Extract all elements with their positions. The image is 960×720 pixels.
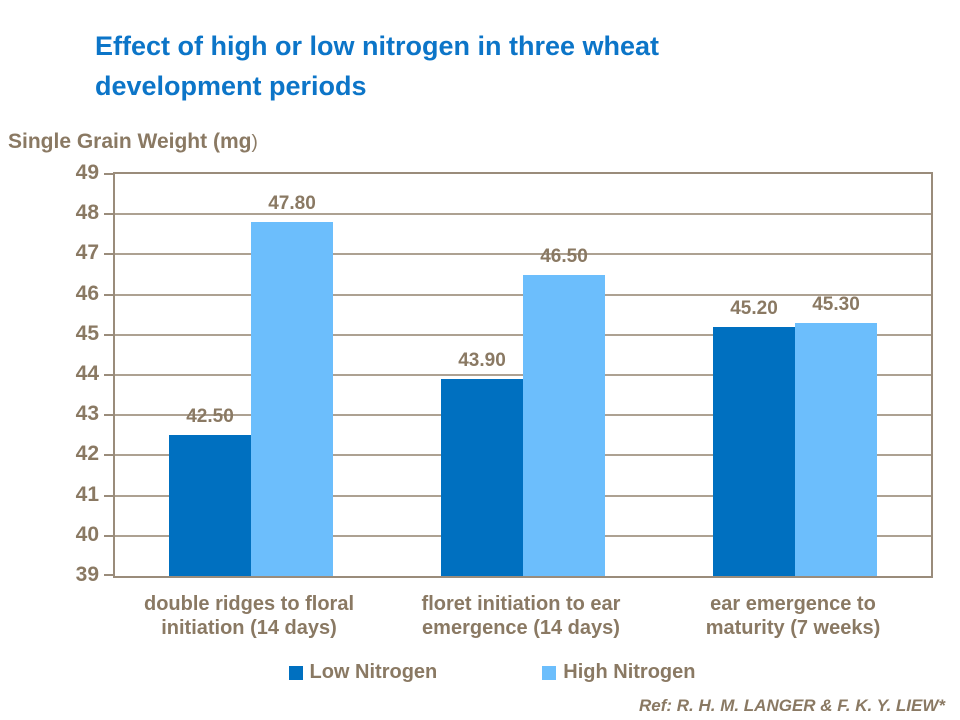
y-axis-tick-label: 44 bbox=[75, 362, 99, 385]
y-axis-tick-label: 40 bbox=[75, 522, 99, 546]
y-axis-tick-mark bbox=[104, 293, 113, 296]
legend-swatch-high-icon bbox=[542, 665, 557, 680]
x-axis-category-label-line: emergence (14 days) bbox=[422, 617, 620, 639]
bar-value-label: 45.30 bbox=[812, 293, 860, 315]
legend-item-low-nitrogen: Low Nitrogen bbox=[288, 661, 438, 684]
y-axis-tick-label: 41 bbox=[75, 482, 99, 506]
chart-title: Effect of high or low nitrogen in three … bbox=[95, 26, 659, 106]
y-axis-title: Single Grain Weight (mg) bbox=[8, 130, 258, 154]
y-axis-tick-label: 48 bbox=[75, 201, 99, 225]
y-axis-title-text: Single Grain Weight (mg bbox=[8, 130, 252, 153]
y-axis-tick-label: 49 bbox=[75, 161, 99, 184]
bar-value-label: 45.20 bbox=[730, 297, 778, 319]
legend-label-high: High Nitrogen bbox=[563, 661, 696, 683]
chart-title-line1: Effect of high or low nitrogen in three … bbox=[95, 31, 660, 61]
x-axis-category-label-line: ear emergence to bbox=[710, 593, 876, 615]
y-axis-tick-label: 39 bbox=[75, 563, 99, 586]
y-axis-tick-mark bbox=[104, 534, 113, 537]
y-axis-tick-label: 46 bbox=[75, 281, 99, 305]
y-axis-tick-mark bbox=[104, 574, 113, 576]
reference-citation: Ref: R. H. M. LANGER & F. K. Y. LIEW* bbox=[638, 696, 945, 715]
x-axis-category-label-line: double ridges to floral bbox=[143, 593, 354, 615]
bar-high-nitrogen-group1 bbox=[251, 222, 333, 576]
legend: Low Nitrogen High Nitrogen bbox=[12, 661, 960, 684]
bar-value-label: 43.90 bbox=[458, 350, 506, 372]
y-axis-tick-mark bbox=[104, 213, 113, 216]
y-axis-tick-mark bbox=[104, 333, 113, 336]
bar-low-nitrogen-group2 bbox=[441, 379, 523, 576]
x-axis-category-label-line: floret initiation to ear bbox=[421, 593, 621, 615]
legend-swatch-low-icon bbox=[288, 665, 303, 680]
x-axis-category-label-group3: ear emergence to maturity (7 weeks) bbox=[657, 592, 929, 640]
plot-area: 39 40 41 42 43 44 45 46 47 48 49 42.50 47.80 43.90 46.… bbox=[76, 161, 933, 586]
y-axis-tick-mark bbox=[104, 374, 113, 376]
y-axis-title-paren: ) bbox=[251, 132, 258, 153]
bar-value-label: 47.80 bbox=[268, 193, 316, 215]
x-axis-category-label-line: initiation (14 days) bbox=[161, 617, 337, 639]
x-axis-category-label-line: maturity (7 weeks) bbox=[705, 617, 881, 639]
legend-label-low: Low Nitrogen bbox=[309, 661, 438, 683]
y-axis-tick-mark bbox=[104, 173, 113, 175]
y-axis-tick-label: 45 bbox=[75, 321, 99, 345]
y-axis-tick-label: 43 bbox=[75, 402, 99, 426]
bar-high-nitrogen-group3 bbox=[795, 322, 877, 576]
bar-value-label: 42.50 bbox=[186, 406, 234, 428]
x-axis-category-label-group2: floret initiation to ear emergence (14 da… bbox=[385, 592, 657, 640]
gridline bbox=[115, 253, 931, 256]
bar-value-label: 46.50 bbox=[540, 245, 588, 267]
chart-title-line2: development periods bbox=[95, 71, 367, 101]
y-axis-tick-label: 42 bbox=[75, 442, 99, 466]
x-axis-category-label-group1: double ridges to floral initiation (14 da… bbox=[113, 592, 385, 640]
bar-low-nitrogen-group1 bbox=[169, 435, 251, 576]
y-axis-tick-mark bbox=[104, 494, 113, 497]
legend-item-high-nitrogen: High Nitrogen bbox=[542, 661, 695, 684]
y-axis-tick-mark bbox=[104, 253, 113, 256]
y-axis-tick-mark bbox=[104, 454, 113, 457]
gridline bbox=[115, 213, 931, 216]
y-axis-tick-mark bbox=[104, 414, 113, 417]
bar-low-nitrogen-group3 bbox=[713, 326, 795, 576]
bar-high-nitrogen-group2 bbox=[523, 274, 605, 576]
y-axis-tick-label: 47 bbox=[75, 241, 99, 265]
